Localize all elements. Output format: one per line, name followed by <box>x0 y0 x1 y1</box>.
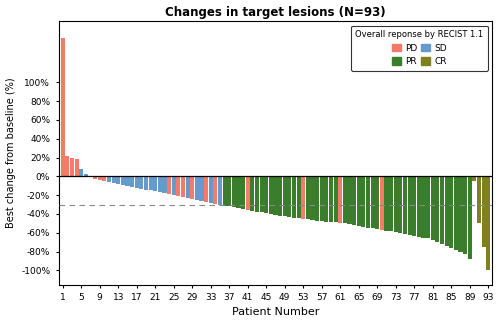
Bar <box>167 176 171 194</box>
Bar <box>232 176 236 207</box>
Bar <box>278 176 282 216</box>
Bar <box>454 176 458 250</box>
Bar <box>324 176 328 222</box>
Bar <box>301 176 306 219</box>
Bar <box>468 176 472 259</box>
Bar <box>112 176 116 183</box>
Bar <box>398 176 402 233</box>
Bar <box>264 176 268 213</box>
Bar <box>292 176 296 218</box>
Bar <box>130 176 134 187</box>
Bar <box>296 176 300 218</box>
Bar <box>186 176 190 198</box>
Bar <box>60 38 65 176</box>
Bar <box>204 176 208 202</box>
Bar <box>222 176 226 205</box>
Bar <box>343 176 347 224</box>
Bar <box>282 176 287 216</box>
Bar <box>88 176 92 177</box>
Bar <box>134 176 139 188</box>
Bar <box>255 176 259 212</box>
Bar <box>246 176 250 210</box>
Bar <box>412 176 416 236</box>
Bar <box>310 176 314 220</box>
Bar <box>102 176 106 181</box>
Bar <box>236 176 240 208</box>
Bar <box>269 176 273 214</box>
Bar <box>93 176 97 179</box>
Bar <box>148 176 152 191</box>
Bar <box>370 176 374 228</box>
Bar <box>458 176 462 252</box>
Bar <box>422 176 426 237</box>
Bar <box>176 176 180 196</box>
Bar <box>436 176 440 242</box>
Bar <box>444 176 448 246</box>
Bar <box>214 176 218 203</box>
Bar <box>116 176 120 184</box>
Bar <box>384 176 388 231</box>
Bar <box>208 176 213 203</box>
Bar <box>227 176 232 206</box>
Bar <box>380 176 384 230</box>
Bar <box>172 176 176 195</box>
Bar <box>70 159 74 176</box>
Y-axis label: Best change from baseline (%): Best change from baseline (%) <box>6 78 16 228</box>
Bar <box>98 176 102 180</box>
Bar <box>362 176 366 227</box>
Legend: PD, PR, SD, CR: PD, PR, SD, CR <box>350 26 488 71</box>
Bar <box>306 176 310 219</box>
Bar <box>472 176 476 181</box>
Title: Changes in target lesions (N=93): Changes in target lesions (N=93) <box>165 5 386 18</box>
Bar <box>140 176 143 189</box>
Bar <box>79 169 84 176</box>
Bar <box>430 176 435 240</box>
X-axis label: Patient Number: Patient Number <box>232 307 319 318</box>
Bar <box>66 156 70 176</box>
Bar <box>417 176 421 236</box>
Bar <box>440 176 444 244</box>
Bar <box>352 176 356 225</box>
Bar <box>334 176 338 223</box>
Bar <box>241 176 245 209</box>
Bar <box>477 176 481 224</box>
Bar <box>315 176 319 221</box>
Bar <box>338 176 342 224</box>
Bar <box>250 176 254 211</box>
Bar <box>84 174 88 176</box>
Bar <box>260 176 264 212</box>
Bar <box>329 176 333 223</box>
Bar <box>274 176 278 215</box>
Bar <box>389 176 393 231</box>
Bar <box>288 176 292 217</box>
Bar <box>121 176 125 185</box>
Bar <box>449 176 454 248</box>
Bar <box>162 176 166 193</box>
Bar <box>74 160 78 176</box>
Bar <box>200 176 203 201</box>
Bar <box>375 176 380 229</box>
Bar <box>190 176 194 199</box>
Bar <box>107 176 111 182</box>
Bar <box>320 176 324 221</box>
Bar <box>153 176 158 192</box>
Bar <box>486 176 490 270</box>
Bar <box>144 176 148 190</box>
Bar <box>195 176 199 200</box>
Bar <box>181 176 185 197</box>
Bar <box>366 176 370 228</box>
Bar <box>403 176 407 234</box>
Bar <box>126 176 130 186</box>
Bar <box>426 176 430 238</box>
Bar <box>356 176 361 226</box>
Bar <box>394 176 398 232</box>
Bar <box>158 176 162 193</box>
Bar <box>348 176 352 224</box>
Bar <box>463 176 467 254</box>
Bar <box>482 176 486 247</box>
Bar <box>218 176 222 204</box>
Bar <box>408 176 412 235</box>
